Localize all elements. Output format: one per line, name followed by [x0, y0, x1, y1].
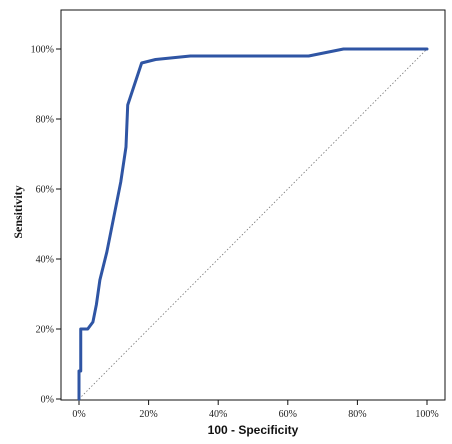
x-axis-ticks: 0% 20% 40% 60% 80% 100%: [72, 400, 439, 420]
x-tick-label: 60%: [279, 409, 297, 420]
y-axis-title: Sensitivity: [11, 185, 25, 238]
x-tick-label: 0%: [72, 409, 85, 420]
roc-curve-line: [77, 47, 429, 401]
y-tick-label: 20%: [36, 325, 54, 336]
x-tick-label: 20%: [139, 409, 157, 420]
y-tick-label: 0%: [41, 395, 54, 406]
y-tick-label: 40%: [36, 255, 54, 266]
y-tick-label: 80%: [36, 115, 54, 126]
x-tick-label: 100%: [415, 409, 438, 420]
y-tick-label: 60%: [36, 185, 54, 196]
x-axis-title: 100 - Specificity: [208, 423, 299, 437]
y-tick-label: 100%: [31, 45, 54, 56]
x-tick-label: 80%: [348, 409, 366, 420]
plot-frame: [60, 9, 446, 401]
x-tick-label: 40%: [209, 409, 227, 420]
y-axis-ticks: 0% 20% 40% 60% 80% 100%: [31, 45, 61, 406]
series-layer: [77, 47, 429, 401]
